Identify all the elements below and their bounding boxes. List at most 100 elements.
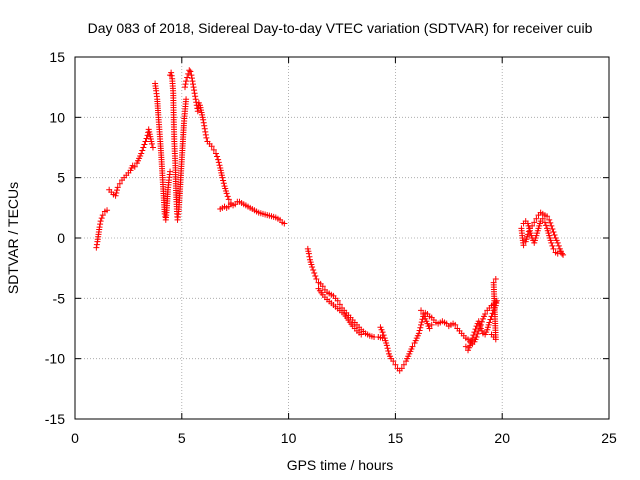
data-point bbox=[313, 276, 320, 283]
data-point bbox=[141, 141, 148, 148]
data-point bbox=[114, 184, 121, 191]
data-point bbox=[224, 193, 231, 200]
series-arc-12 bbox=[488, 276, 499, 343]
data-point bbox=[208, 143, 215, 150]
data-point bbox=[167, 168, 174, 175]
y-tick-label: -10 bbox=[45, 351, 65, 367]
data-point bbox=[139, 147, 146, 154]
x-axis-label: GPS time / hours bbox=[287, 457, 394, 473]
y-axis-label: SDTVAR / TECUs bbox=[5, 182, 21, 294]
data-point bbox=[311, 269, 318, 276]
data-point bbox=[336, 301, 343, 308]
data-point bbox=[184, 74, 191, 81]
data-point bbox=[93, 244, 100, 251]
y-tick-label: 10 bbox=[49, 109, 65, 125]
data-point bbox=[383, 342, 390, 349]
data-point bbox=[191, 90, 198, 97]
data-point bbox=[392, 361, 399, 368]
data-point bbox=[214, 153, 221, 160]
data-point bbox=[560, 251, 567, 258]
data-point bbox=[202, 131, 209, 138]
data-point bbox=[416, 327, 423, 334]
data-point bbox=[192, 93, 199, 100]
data-point bbox=[148, 140, 155, 147]
data-point bbox=[490, 279, 497, 286]
data-point bbox=[168, 69, 175, 76]
series-arc-7 bbox=[304, 245, 386, 342]
data-point bbox=[384, 345, 391, 352]
data-point bbox=[142, 138, 149, 145]
data-point bbox=[200, 119, 207, 126]
data-point bbox=[97, 221, 104, 228]
data-point bbox=[472, 326, 479, 333]
data-point bbox=[418, 319, 425, 326]
series-arc-13 bbox=[518, 209, 567, 258]
data-point bbox=[188, 75, 195, 82]
data-point bbox=[428, 321, 435, 328]
data-points bbox=[93, 67, 567, 374]
data-point bbox=[116, 180, 123, 187]
x-tick-label: 5 bbox=[178, 430, 186, 446]
data-point bbox=[227, 201, 234, 208]
data-point bbox=[390, 358, 397, 365]
data-point bbox=[487, 316, 494, 323]
data-point bbox=[542, 222, 549, 229]
data-point bbox=[473, 333, 480, 340]
data-point bbox=[306, 253, 313, 260]
data-point bbox=[548, 239, 555, 246]
data-point bbox=[520, 242, 527, 249]
y-tick-label: 15 bbox=[49, 49, 65, 65]
data-point bbox=[541, 219, 548, 226]
data-point bbox=[200, 116, 207, 123]
data-point bbox=[182, 81, 189, 88]
data-point bbox=[417, 324, 424, 331]
data-point bbox=[193, 99, 200, 106]
data-point bbox=[191, 87, 198, 94]
data-point bbox=[188, 72, 195, 79]
data-point bbox=[546, 216, 553, 223]
data-point bbox=[312, 273, 319, 280]
data-point bbox=[469, 335, 476, 342]
data-point bbox=[190, 81, 197, 88]
data-point bbox=[98, 215, 105, 222]
data-point bbox=[556, 248, 563, 255]
grid-lines bbox=[75, 57, 609, 419]
data-point bbox=[548, 222, 555, 229]
data-point bbox=[400, 361, 407, 368]
series-arc-9 bbox=[377, 298, 499, 374]
data-point bbox=[398, 365, 405, 372]
data-point bbox=[143, 135, 150, 142]
data-point bbox=[309, 263, 316, 270]
data-point bbox=[281, 220, 288, 227]
data-point bbox=[113, 189, 120, 196]
data-point bbox=[533, 215, 540, 222]
data-point bbox=[223, 190, 230, 197]
data-point bbox=[544, 213, 551, 220]
data-point bbox=[216, 162, 223, 169]
data-point bbox=[305, 250, 312, 257]
data-point bbox=[426, 325, 433, 332]
x-tick-label: 25 bbox=[601, 430, 617, 446]
data-point bbox=[114, 187, 121, 194]
data-point bbox=[140, 144, 147, 151]
data-point bbox=[334, 297, 341, 304]
data-point bbox=[215, 156, 222, 163]
data-point bbox=[112, 192, 119, 199]
data-point bbox=[201, 125, 208, 132]
data-point bbox=[225, 196, 232, 203]
data-point bbox=[212, 150, 219, 157]
y-tick-label: 5 bbox=[57, 170, 65, 186]
series-arc-5 bbox=[182, 67, 288, 227]
chart-title: Day 083 of 2018, Sidereal Day-to-day VTE… bbox=[88, 20, 593, 36]
data-point bbox=[358, 331, 365, 338]
series-arc-1 bbox=[93, 207, 111, 251]
data-point bbox=[182, 84, 189, 91]
series-arc-3 bbox=[152, 80, 174, 223]
data-point bbox=[462, 343, 469, 350]
data-point bbox=[550, 228, 557, 235]
y-tick-label: -15 bbox=[45, 411, 65, 427]
data-point bbox=[415, 330, 422, 337]
data-point bbox=[379, 329, 386, 336]
data-point bbox=[310, 266, 317, 273]
data-point bbox=[452, 321, 459, 328]
